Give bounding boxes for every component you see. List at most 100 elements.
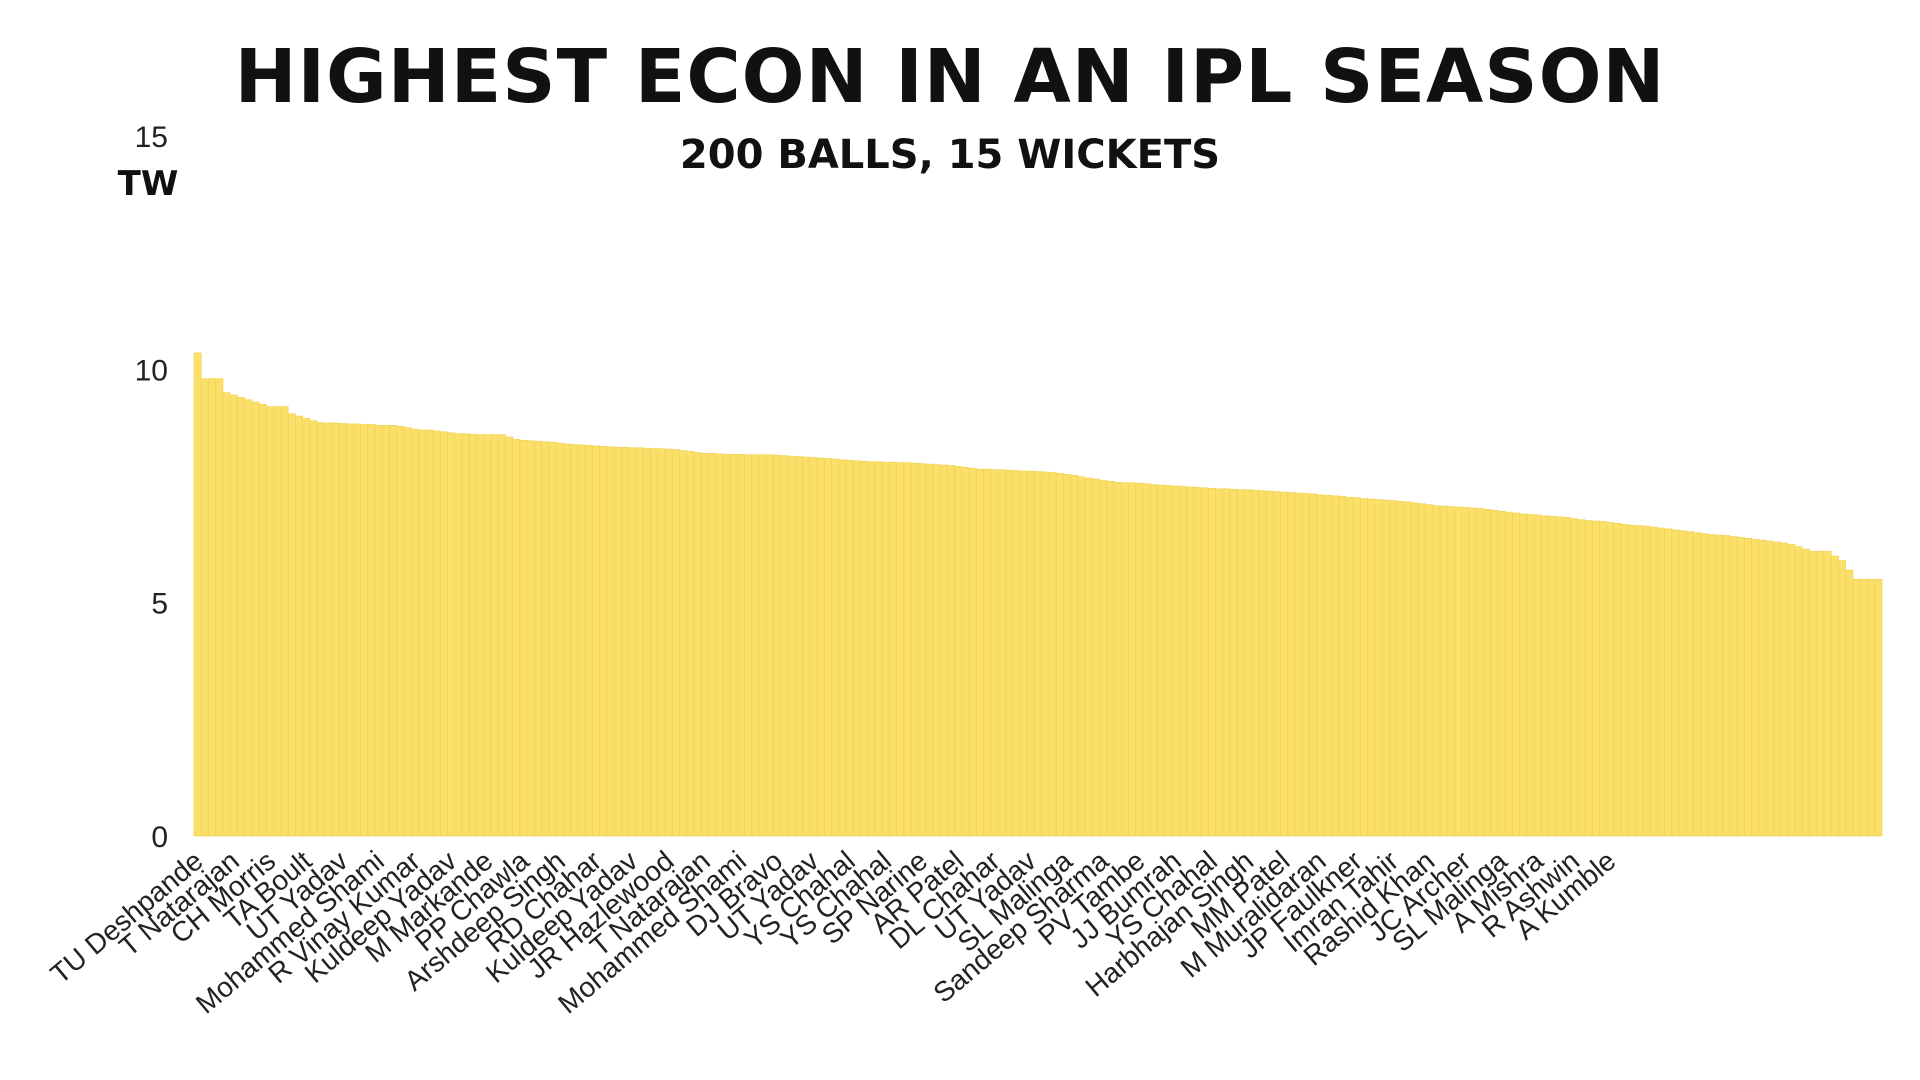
bar — [411, 428, 419, 837]
bar — [1649, 526, 1658, 837]
bar — [1664, 528, 1673, 837]
bar — [1005, 469, 1013, 837]
bar — [1251, 489, 1260, 837]
bar — [1671, 529, 1680, 837]
bar — [1019, 470, 1028, 837]
bar — [1294, 492, 1303, 837]
bar — [1316, 494, 1325, 837]
bar — [599, 446, 608, 837]
bar — [345, 423, 354, 837]
bar — [1396, 501, 1405, 837]
bar — [889, 461, 898, 837]
bar — [302, 418, 311, 837]
bar — [903, 462, 912, 837]
bar — [432, 430, 441, 837]
bar — [1490, 509, 1499, 837]
bar — [1838, 560, 1847, 837]
bar — [1360, 498, 1368, 837]
bar — [396, 425, 405, 837]
bar — [1157, 484, 1166, 837]
bar — [324, 422, 332, 837]
bar — [1497, 510, 1506, 837]
bar — [316, 422, 325, 837]
bar — [751, 454, 760, 837]
bar — [258, 404, 267, 837]
bar — [1468, 507, 1477, 837]
bar — [1686, 531, 1694, 837]
bar — [997, 469, 1006, 837]
bar — [1606, 522, 1615, 837]
bar — [1584, 520, 1593, 837]
bar — [1707, 534, 1716, 837]
bar — [1591, 520, 1600, 837]
bar — [1012, 470, 1021, 837]
bar — [650, 448, 658, 837]
bar — [613, 446, 622, 837]
bar — [896, 462, 905, 837]
bar — [708, 453, 716, 837]
bar — [193, 352, 202, 837]
bar — [1512, 512, 1521, 837]
bar — [1577, 519, 1586, 837]
bar — [722, 453, 731, 837]
bar — [1773, 541, 1781, 837]
bar — [766, 454, 774, 837]
bar — [1635, 525, 1644, 837]
bar — [584, 445, 593, 837]
bar — [1852, 579, 1861, 837]
bar — [1599, 521, 1607, 837]
bar — [1845, 569, 1854, 837]
bar — [483, 434, 492, 837]
bar — [382, 425, 390, 837]
bar — [1425, 504, 1434, 837]
bar — [1186, 486, 1195, 837]
bar — [1859, 579, 1868, 837]
bar — [389, 425, 398, 837]
bar — [621, 446, 629, 837]
bar — [331, 422, 340, 837]
bar — [823, 458, 832, 837]
bar — [1642, 525, 1651, 837]
bar — [1483, 509, 1492, 837]
bar — [744, 454, 753, 837]
bar — [1178, 486, 1187, 837]
bar — [1729, 536, 1738, 837]
bar — [1403, 501, 1412, 837]
bar — [1504, 511, 1513, 837]
bar — [1823, 551, 1832, 837]
bar — [831, 458, 840, 837]
bar — [1541, 515, 1550, 837]
bar — [251, 401, 260, 837]
bar — [454, 433, 463, 837]
bar — [309, 420, 318, 837]
chart-subtitle: 200 balls, 15 wickets — [680, 132, 1220, 178]
bar — [671, 449, 680, 837]
bar — [838, 459, 847, 837]
bar — [1287, 492, 1296, 837]
bar — [548, 441, 557, 837]
bar — [606, 446, 615, 837]
bar — [737, 453, 745, 837]
bar — [1816, 551, 1825, 837]
bar — [1099, 480, 1108, 837]
bar — [780, 455, 789, 837]
bar — [1063, 474, 1071, 837]
bar — [353, 423, 361, 837]
bars-group — [193, 352, 1883, 837]
bar — [592, 445, 600, 837]
bar — [664, 448, 673, 837]
bar — [1715, 534, 1723, 837]
bar — [932, 464, 941, 837]
bar — [295, 415, 303, 837]
bar — [700, 453, 709, 837]
bar — [1222, 488, 1231, 837]
bar — [1736, 537, 1745, 837]
bar — [1229, 488, 1238, 837]
bar — [1345, 496, 1354, 837]
bar — [1418, 503, 1426, 837]
bar — [1200, 487, 1209, 837]
bar — [1048, 472, 1057, 837]
bar — [1113, 481, 1122, 837]
bar — [954, 466, 963, 837]
